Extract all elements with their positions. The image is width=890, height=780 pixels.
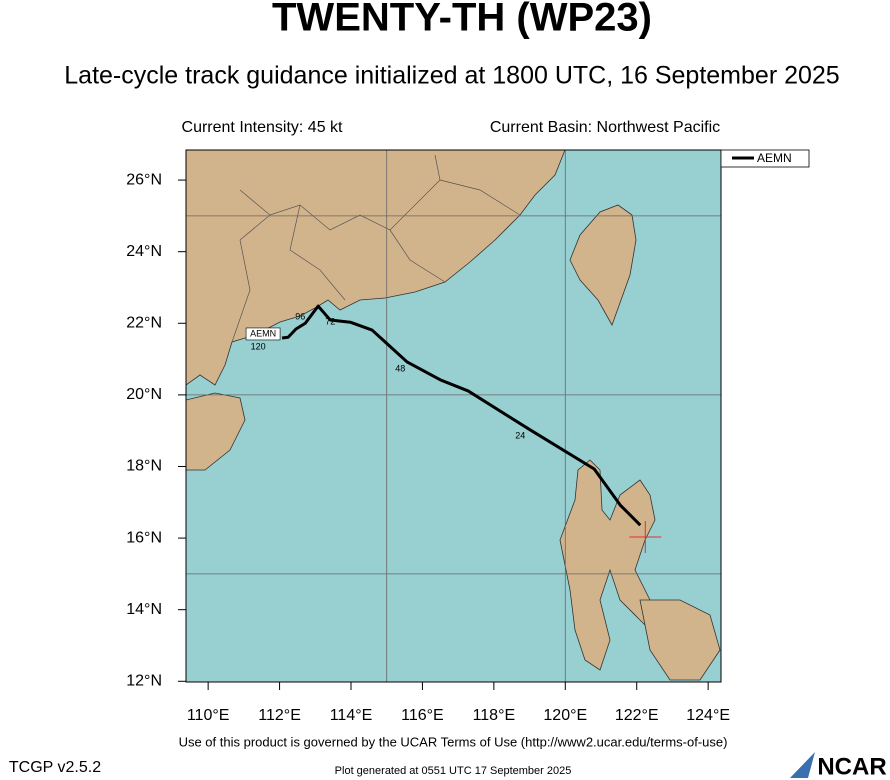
intensity: Current Intensity: 45 kt <box>182 119 344 136</box>
legend-label: AEMN <box>757 151 792 165</box>
visayas <box>639 599 721 681</box>
y-tick-label: 18°N <box>126 458 162 475</box>
map-area: 24 48 72 96 120 AEMN <box>185 149 722 683</box>
terms: Use of this product is governed by the U… <box>179 734 728 749</box>
x-tick-label: 120°E <box>543 707 587 724</box>
hour-label: 96 <box>295 312 305 322</box>
hour-label: 24 <box>515 430 525 440</box>
x-tick-label: 122°E <box>615 707 659 724</box>
generated: Plot generated at 0551 UTC 17 September … <box>335 765 572 777</box>
logo: NCAR <box>817 753 886 780</box>
land <box>185 149 721 681</box>
y-tick-label: 24°N <box>126 243 162 260</box>
x-tick-label: 114°E <box>330 707 373 724</box>
x-tick-label: 124°E <box>686 707 730 724</box>
x-tick-label: 118°E <box>473 707 516 724</box>
x-tick-label: 110°E <box>187 707 230 724</box>
y-tick-label: 20°N <box>126 386 162 403</box>
frame <box>185 149 722 683</box>
x-tick-label: 112°E <box>258 707 301 724</box>
y-tick-label: 12°N <box>126 673 162 690</box>
hour-label: 120 <box>251 341 266 351</box>
track <box>281 304 642 527</box>
version: TCGP v2.5.2 <box>9 759 101 776</box>
subtitle: Late-cycle track guidance initialized at… <box>64 62 839 90</box>
track-end-label: AEMN <box>250 328 276 338</box>
hainan <box>185 392 246 471</box>
taiwan <box>569 204 637 326</box>
basin: Current Basin: Northwest Pacific <box>490 119 720 136</box>
legend-box <box>720 149 810 168</box>
title: TWENTY-TH (WP23) <box>272 0 652 40</box>
y-tick-label: 14°N <box>126 601 162 618</box>
y-tick-label: 16°N <box>126 529 162 546</box>
mainland <box>185 149 566 386</box>
y-tick-label: 22°N <box>126 314 162 331</box>
track-end-box <box>245 327 281 341</box>
y-tick-label: 26°N <box>126 171 162 188</box>
hour-label: 72 <box>325 317 335 327</box>
storm-position <box>629 521 662 554</box>
logo-mark <box>790 752 815 778</box>
borders <box>231 154 521 343</box>
x-tick-label: 116°E <box>401 707 444 724</box>
hour-label: 48 <box>395 363 405 373</box>
province-borders <box>231 154 521 343</box>
